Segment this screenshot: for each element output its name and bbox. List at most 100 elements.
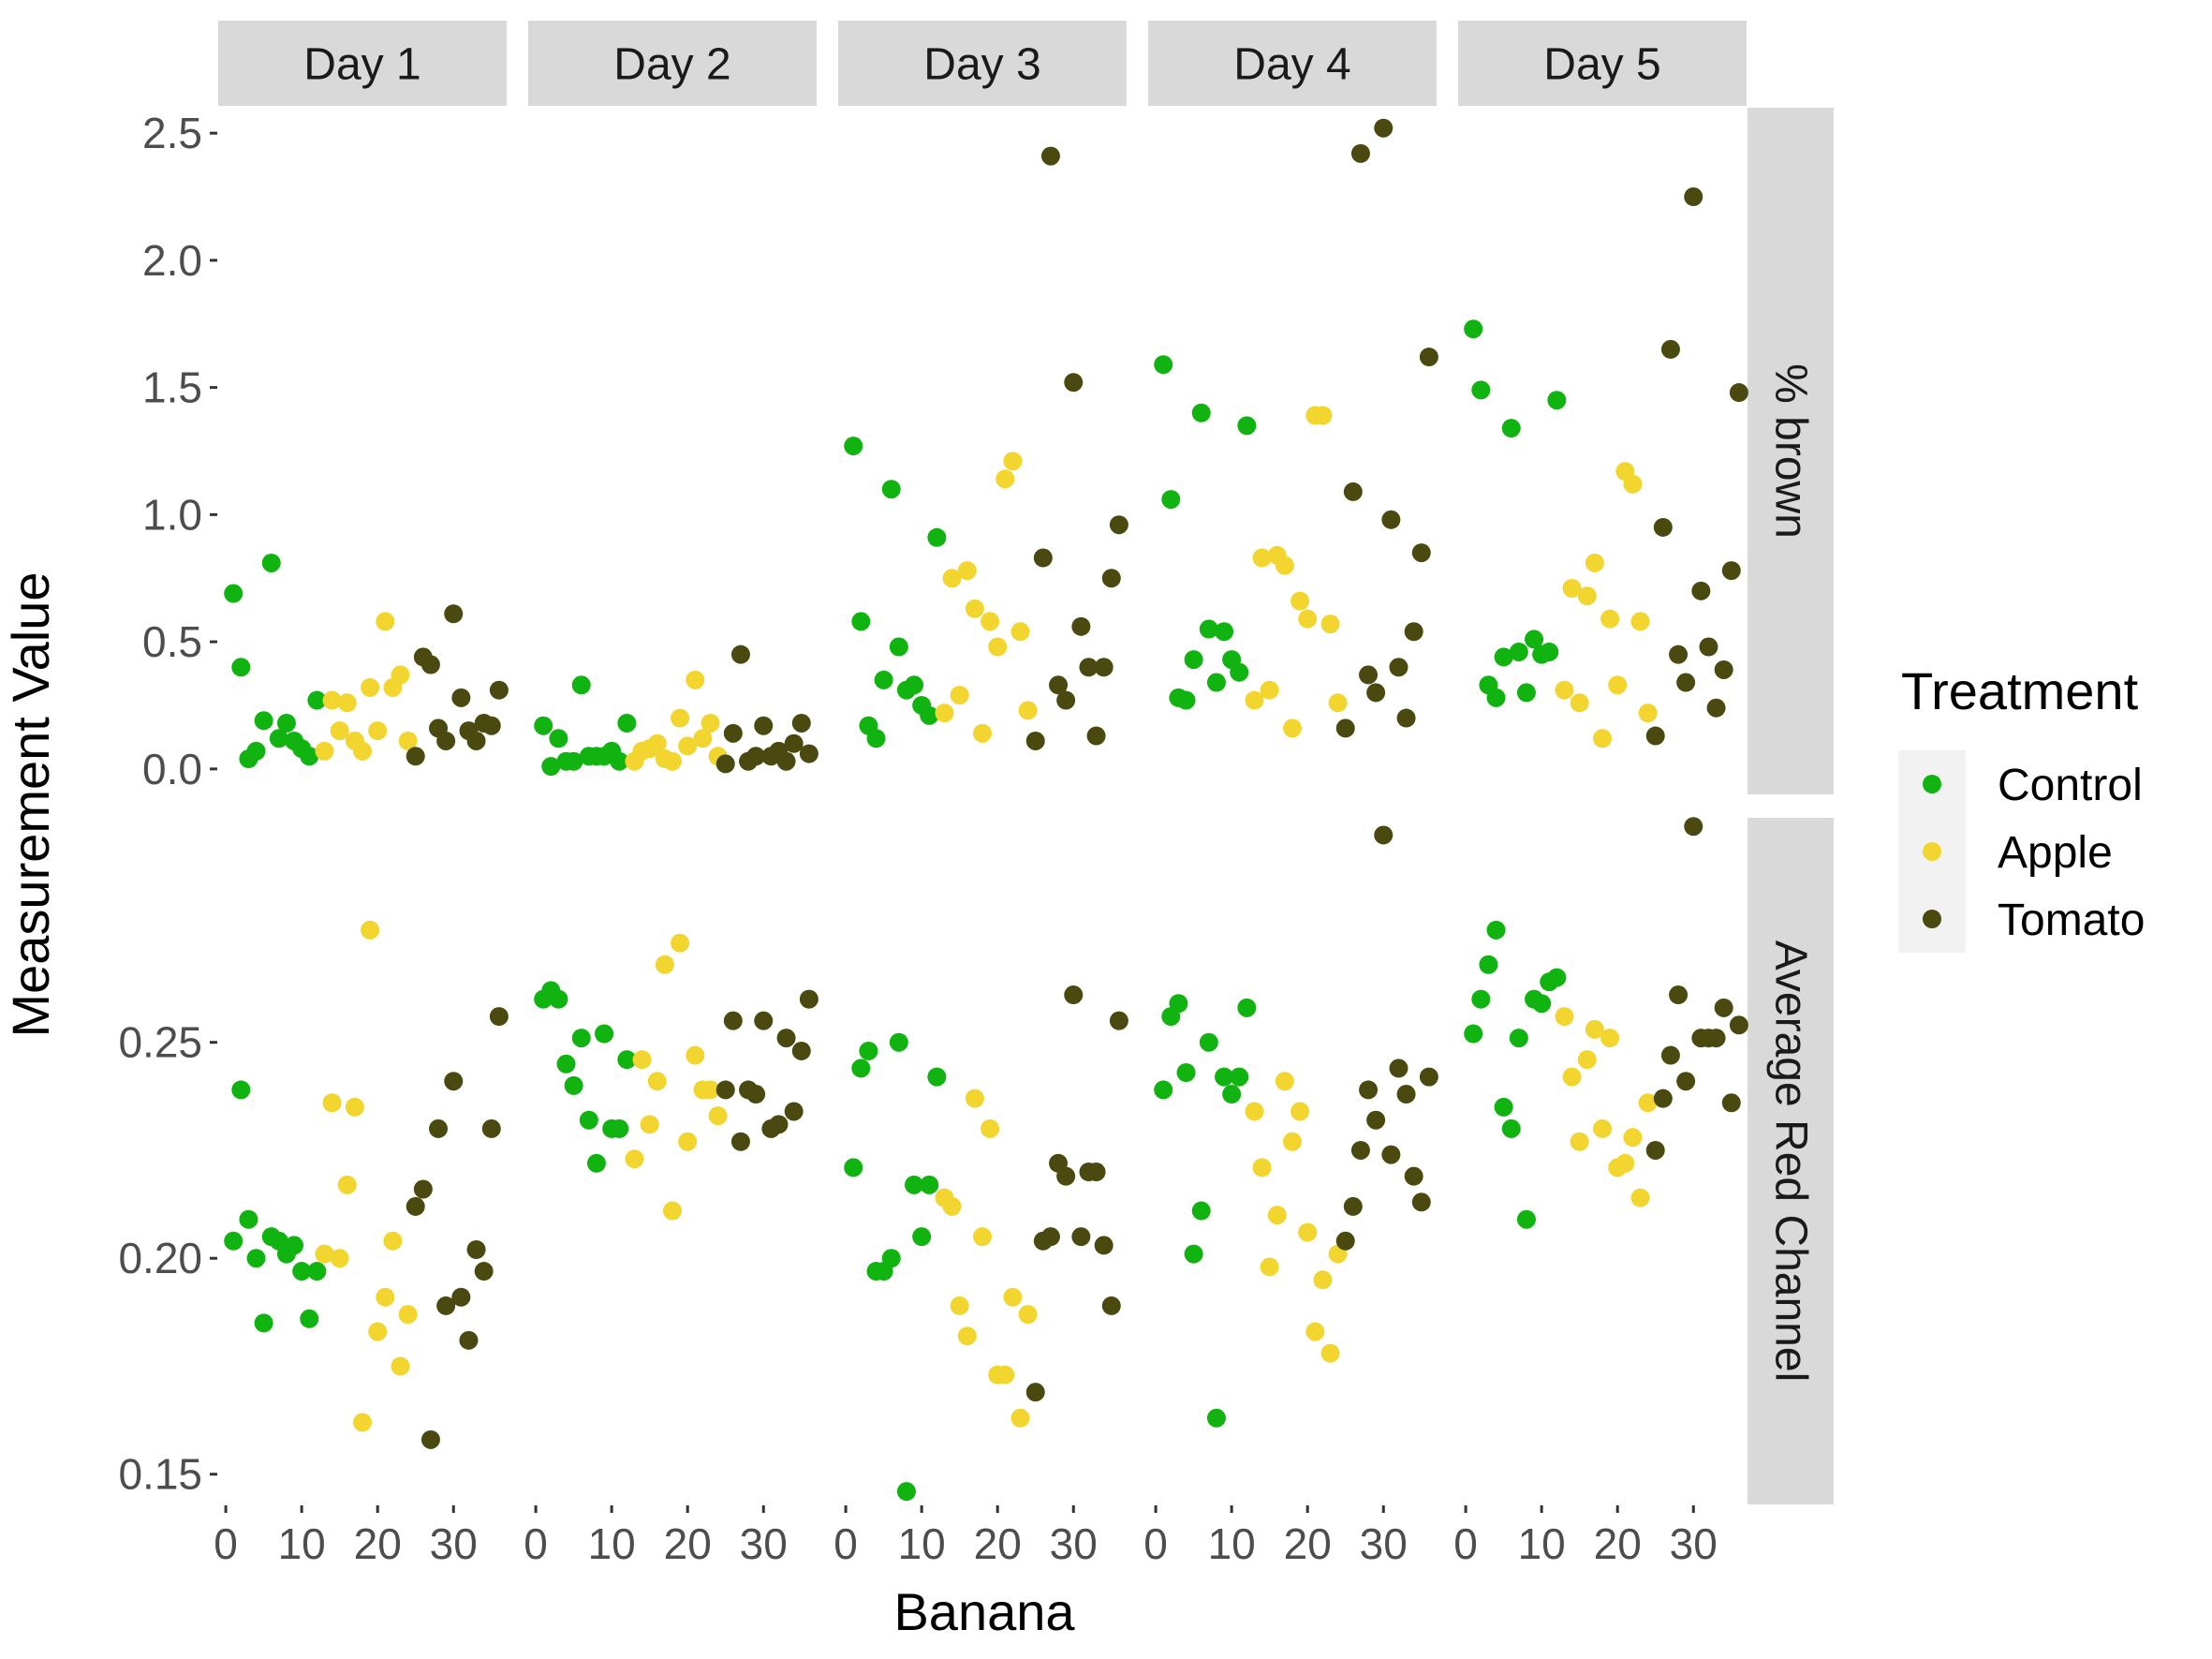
x-tick-label: 10	[898, 1519, 946, 1568]
data-point-tomato	[1033, 548, 1053, 568]
data-point-control	[1547, 391, 1567, 410]
data-point-apple	[950, 1296, 969, 1315]
data-point-apple	[391, 1356, 410, 1376]
data-point-control	[1501, 419, 1521, 438]
data-point-control	[571, 1029, 591, 1048]
data-point-tomato	[1653, 517, 1673, 537]
column-strip	[528, 21, 817, 106]
column-strip-label: Day 3	[923, 40, 1040, 90]
data-point-tomato	[730, 1132, 750, 1151]
data-point-control	[269, 729, 288, 748]
data-point-tomato	[1381, 1145, 1401, 1164]
data-point-apple	[1305, 1322, 1325, 1341]
data-point-tomato	[784, 1102, 804, 1121]
data-point-control	[292, 1262, 312, 1281]
data-point-apple	[647, 733, 667, 753]
data-point-control	[905, 1175, 924, 1194]
data-point-apple	[361, 677, 380, 697]
data-point-apple	[1260, 1257, 1279, 1277]
legend-marker-apple	[1923, 842, 1941, 861]
data-point-tomato	[1721, 561, 1741, 581]
data-point-apple	[1623, 474, 1643, 494]
data-point-tomato	[723, 723, 743, 743]
x-tick-label: 10	[588, 1519, 636, 1568]
data-point-apple	[965, 1089, 984, 1108]
data-point-tomato	[1653, 1089, 1673, 1108]
data-point-tomato	[1381, 510, 1401, 529]
data-point-control	[549, 989, 568, 1009]
data-point-control	[610, 1118, 629, 1138]
data-point-control	[920, 705, 939, 725]
data-point-control	[1206, 673, 1226, 692]
data-point-tomato	[466, 1240, 486, 1260]
data-point-control	[927, 527, 947, 547]
column-strip-label: Day 2	[613, 40, 730, 90]
data-point-apple	[973, 723, 992, 743]
data-point-control	[246, 1249, 266, 1268]
data-point-apple	[330, 721, 349, 741]
data-point-tomato	[1350, 143, 1370, 163]
data-point-tomato	[1396, 708, 1416, 728]
data-point-tomato	[1366, 1110, 1386, 1130]
data-point-tomato	[776, 1029, 796, 1048]
data-point-tomato	[481, 716, 501, 735]
data-point-control	[1516, 1209, 1536, 1229]
y-tick-label: 2.5	[142, 109, 202, 157]
data-point-apple	[376, 1287, 395, 1307]
data-point-tomato	[420, 1429, 440, 1449]
data-point-apple	[368, 721, 388, 741]
data-point-apple	[1615, 1153, 1635, 1173]
data-point-control	[1540, 642, 1559, 661]
data-point-control	[1215, 1067, 1234, 1087]
data-point-control	[1199, 1032, 1218, 1052]
data-point-apple	[663, 751, 682, 771]
data-point-tomato	[715, 1080, 735, 1100]
data-point-tomato	[1343, 481, 1363, 501]
data-point-control	[912, 1227, 932, 1247]
data-point-tomato	[1064, 373, 1084, 393]
data-point-control	[300, 747, 319, 766]
data-point-apple	[995, 469, 1015, 489]
data-point-apple	[1018, 701, 1038, 720]
data-point-tomato	[1419, 348, 1438, 367]
data-point-apple	[995, 1365, 1015, 1385]
data-point-apple	[988, 637, 1008, 657]
data-point-control	[1154, 355, 1173, 375]
data-point-control	[285, 1236, 304, 1255]
data-point-apple	[1328, 693, 1348, 713]
data-point-apple	[353, 1413, 372, 1432]
data-point-tomato	[1350, 1140, 1370, 1160]
column-strip-label: Day 4	[1233, 40, 1350, 90]
data-point-tomato	[1056, 690, 1076, 710]
data-point-apple	[655, 955, 674, 974]
data-point-tomato	[1714, 659, 1733, 679]
data-point-apple	[398, 731, 418, 750]
x-tick-label: 30	[1670, 1519, 1718, 1568]
data-point-apple	[686, 1045, 705, 1065]
data-point-tomato	[1684, 817, 1703, 837]
data-point-apple	[957, 561, 977, 581]
data-point-apple	[383, 1231, 403, 1251]
data-point-apple	[693, 729, 713, 748]
data-point-control	[1464, 1024, 1483, 1044]
data-point-tomato	[1706, 1029, 1726, 1048]
data-point-tomato	[1645, 726, 1665, 746]
data-point-apple	[1320, 615, 1340, 634]
data-point-tomato	[1389, 658, 1408, 677]
row-strip-label: Average Red Channel	[1766, 941, 1816, 1382]
data-point-control	[1516, 683, 1536, 703]
data-point-tomato	[1645, 1140, 1665, 1160]
x-tick-label: 0	[1143, 1519, 1168, 1568]
x-tick-label: 0	[833, 1519, 858, 1568]
data-point-control	[254, 711, 273, 731]
data-point-tomato	[1669, 985, 1688, 1005]
data-point-apple	[1003, 452, 1023, 471]
data-point-tomato	[436, 1296, 456, 1315]
data-point-control	[1494, 1097, 1513, 1117]
data-point-tomato	[754, 716, 774, 735]
x-tick-label: 0	[214, 1519, 238, 1568]
legend-marker-control	[1923, 775, 1941, 793]
data-point-control	[1161, 490, 1181, 510]
column-strip-label: Day 1	[303, 40, 420, 90]
data-point-tomato	[444, 1072, 464, 1091]
